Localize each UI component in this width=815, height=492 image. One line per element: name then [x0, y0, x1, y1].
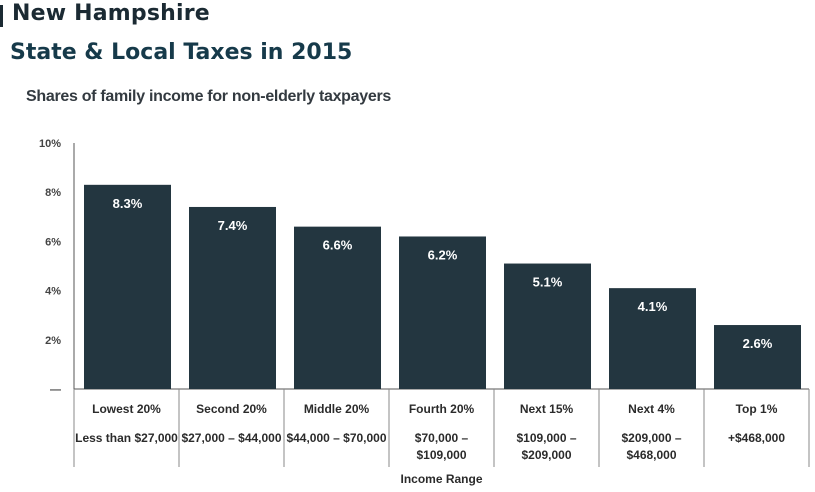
- income-range-label: $27,000 – $44,000: [181, 431, 281, 445]
- income-range-label: $44,000 – $70,000: [286, 431, 386, 445]
- y-tick-label: 4%: [45, 286, 61, 298]
- y-tick-label: 2%: [45, 335, 61, 347]
- y-tick-label: 6%: [45, 236, 61, 248]
- bar: [399, 236, 486, 389]
- category-label: Lowest 20%: [92, 402, 161, 416]
- bar-value-label: 6.2%: [428, 247, 458, 262]
- bar-value-label: 4.1%: [638, 299, 668, 314]
- chart-subtitle: Shares of family income for non-elderly …: [26, 88, 391, 105]
- category-label: Fourth 20%: [409, 402, 475, 416]
- bar: [714, 325, 801, 389]
- income-range-label: $109,000 –: [516, 431, 576, 445]
- income-range-label: $209,000: [521, 448, 571, 462]
- income-range-label: $468,000: [626, 448, 676, 462]
- bar-value-label: 5.1%: [533, 275, 563, 290]
- income-range-label: $109,000: [416, 448, 466, 462]
- category-label: Top 1%: [736, 402, 778, 416]
- x-axis-title: Income Range: [400, 472, 482, 486]
- bar: [84, 184, 171, 389]
- state-name: New Hampshire: [12, 1, 210, 26]
- y-tick-label: 10%: [39, 138, 61, 150]
- income-range-label: +$468,000: [728, 431, 785, 445]
- income-range-label: $70,000 –: [415, 431, 469, 445]
- bar-value-label: 6.6%: [323, 238, 353, 253]
- income-range-label: $209,000 –: [621, 431, 681, 445]
- category-label: Second 20%: [196, 402, 267, 416]
- income-range-label: Less than $27,000: [75, 431, 178, 445]
- header-accent-bar: [0, 5, 3, 27]
- category-label: Next 4%: [628, 402, 675, 416]
- bar: [609, 288, 696, 389]
- bar: [504, 263, 591, 389]
- y-tick-label: 8%: [45, 187, 61, 199]
- category-label: Middle 20%: [304, 402, 370, 416]
- bar-value-label: 7.4%: [218, 218, 248, 233]
- y-tick-label: —: [50, 384, 61, 396]
- bar-value-label: 8.3%: [113, 196, 143, 211]
- category-label: Next 15%: [520, 402, 574, 416]
- bar: [294, 226, 381, 389]
- chart-title: State & Local Taxes in 2015: [10, 40, 353, 65]
- bar-value-label: 2.6%: [743, 336, 773, 351]
- bar: [189, 206, 276, 389]
